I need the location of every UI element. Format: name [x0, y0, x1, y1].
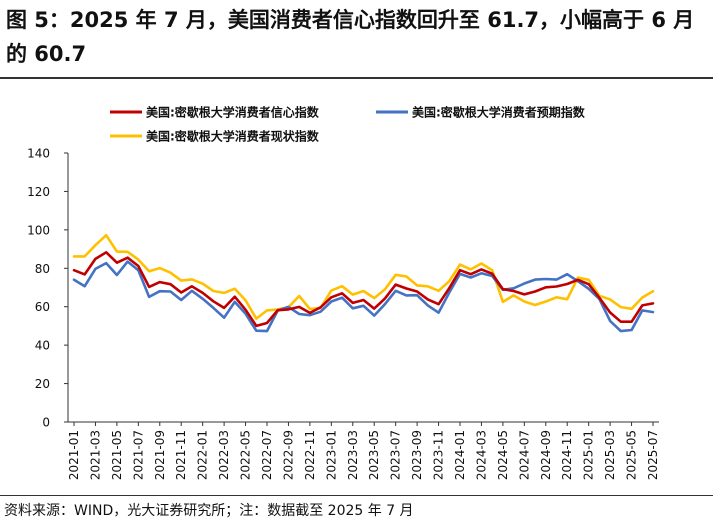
x-tick-label: 2021-01: [67, 430, 81, 480]
x-tick-label: 2021-09: [153, 430, 167, 480]
x-tick-label: 2023-03: [346, 430, 360, 480]
legend-item-confidence: 美国:密歇根大学消费者信心指数: [110, 105, 320, 120]
x-tick-label: 2021-11: [174, 430, 188, 480]
x-tick-label: 2023-01: [324, 430, 338, 480]
x-tick-label: 2021-07: [131, 430, 145, 480]
y-tick-label: 100: [27, 223, 50, 237]
legend-label-confidence: 美国:密歇根大学消费者信心指数: [146, 105, 320, 120]
y-tick-label: 60: [35, 300, 50, 314]
x-tick-label: 2025-01: [582, 430, 596, 480]
x-tick-label: 2022-01: [196, 430, 210, 480]
y-tick-label: 20: [35, 377, 50, 391]
axes: 0 20 40 60 80 100 120 140 2021-01 2021-03 2021-05 2…: [27, 147, 660, 481]
series-lines: [72, 233, 655, 333]
legend-item-current: 美国:密歇根大学消费者现状指数: [110, 129, 320, 144]
x-tick-label: 2024-01: [453, 430, 467, 480]
x-tick-label: 2022-07: [260, 430, 274, 480]
x-tick-label: 2022-03: [217, 430, 231, 480]
legend-item-expectation: 美国:密歇根大学消费者预期指数: [376, 105, 586, 120]
source-note: 资料来源：WIND，光大证券研究所；注：数据截至 2025 年 7 月: [4, 503, 414, 519]
x-tick-label: 2022-11: [303, 430, 317, 480]
x-tick-label: 2024-11: [560, 430, 574, 480]
x-tick-label: 2021-03: [88, 430, 102, 480]
y-tick-label: 80: [35, 262, 50, 276]
x-tick-label: 2022-09: [281, 430, 295, 480]
x-tick-label: 2023-11: [432, 430, 446, 480]
title-divider: [0, 77, 713, 79]
legend: 美国:密歇根大学消费者信心指数 美国:密歇根大学消费者预期指数 美国:密歇根大学…: [110, 105, 586, 144]
legend-label-current: 美国:密歇根大学消费者现状指数: [146, 129, 320, 144]
y-tick-label: 140: [27, 147, 50, 161]
series-line-0: [72, 251, 655, 328]
y-tick-label: 120: [27, 185, 50, 199]
x-tick-label: 2024-03: [474, 430, 488, 480]
x-tick-label: 2023-07: [389, 430, 403, 480]
series-line-1: [72, 260, 655, 333]
x-tick-label: 2025-03: [603, 430, 617, 480]
y-tick-label: 40: [35, 339, 50, 353]
x-tick-label: 2025-07: [646, 430, 660, 480]
x-tick-label: 2024-09: [539, 430, 553, 480]
x-tick-label: 2022-05: [239, 430, 253, 480]
x-tick-label: 2021-05: [110, 430, 124, 480]
line-chart: 美国:密歇根大学消费者信心指数 美国:密歇根大学消费者预期指数 美国:密歇根大学…: [27, 105, 660, 481]
y-tick-label: 0: [42, 416, 50, 430]
x-tick-label: 2024-07: [517, 430, 531, 480]
x-tick-label: 2023-09: [410, 430, 424, 480]
figure-title: 图 5：2025 年 7 月，美国消费者信心指数回升至 61.7，小幅高于 6 …: [6, 8, 695, 66]
series-line-2: [72, 233, 655, 320]
x-tick-label: 2023-05: [367, 430, 381, 480]
x-tick-label: 2025-05: [625, 430, 639, 480]
x-tick-label: 2024-05: [496, 430, 510, 480]
source-divider: [0, 495, 713, 496]
legend-label-expectation: 美国:密歇根大学消费者预期指数: [412, 105, 586, 120]
